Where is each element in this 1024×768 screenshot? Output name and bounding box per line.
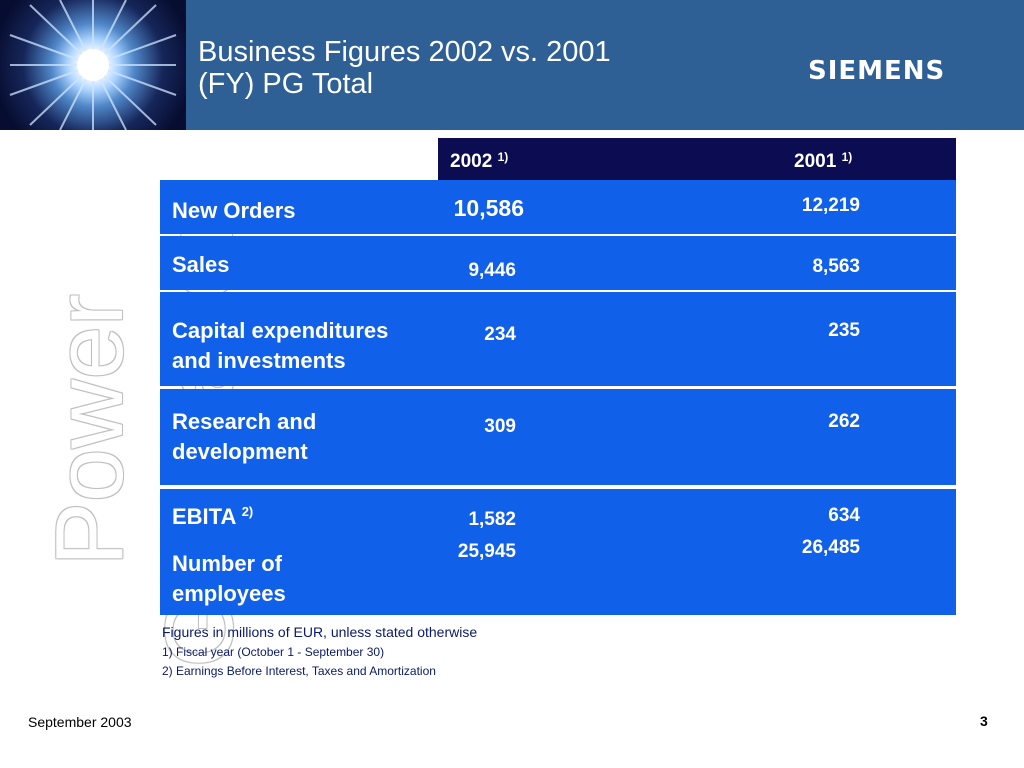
footnotes: Figures in millions of EUR, unless state…	[162, 624, 477, 678]
value-2002: 10,586	[453, 195, 524, 221]
row-label-line-1: Capital expenditures	[172, 318, 389, 343]
ebita-value-2002: 1,582	[468, 509, 516, 530]
slide-title: Business Figures 2002 vs. 2001 (FY) PG T…	[198, 36, 718, 100]
row-label: Capital expenditures and investments	[172, 316, 388, 376]
row-label: Research and development	[172, 407, 316, 467]
table-row-capex: Capital expenditures and investments 234…	[160, 292, 956, 386]
page-number: 3	[980, 713, 988, 729]
value-2002: 234	[484, 324, 516, 345]
row-label-line-2: development	[172, 439, 308, 464]
row-label-line-1: Number of	[172, 551, 282, 576]
row-label-line-2: and investments	[172, 348, 346, 373]
siemens-logo: SIEMENS	[808, 56, 946, 86]
starburst-rays-icon	[9, 0, 177, 130]
column-header-2001-label: 2001	[794, 151, 837, 172]
row-label-employees: Number of employees	[172, 549, 286, 609]
value-2001: 235	[828, 320, 860, 341]
column-header-bar	[438, 138, 956, 180]
value-2001: 262	[828, 411, 860, 432]
slide-header: Business Figures 2002 vs. 2001 (FY) PG T…	[0, 0, 1024, 130]
footnote-1: 1) Fiscal year (October 1 - September 30…	[162, 645, 385, 659]
footnote-2: 2) Earnings Before Interest, Taxes and A…	[162, 664, 436, 678]
table-row-new-orders: New Orders 10,586 12,219	[160, 180, 956, 234]
value-2001: 12,219	[801, 195, 860, 216]
title-line-1: Business Figures 2002 vs. 2001	[198, 36, 611, 68]
starburst-image	[0, 0, 186, 130]
table-row-sales: Sales 9,446 8,563	[160, 236, 956, 290]
value-2001: 8,563	[812, 256, 860, 277]
row-label: Sales	[172, 252, 230, 277]
value-2002: 309	[484, 416, 516, 437]
employees-value-2002: 25,945	[457, 541, 516, 562]
title-line-2: (FY) PG Total	[198, 68, 374, 100]
row-label-line-1: Research and	[172, 409, 317, 434]
table-row-rnd: Research and development 309 262	[160, 389, 956, 485]
footer-date: September 2003	[28, 714, 132, 730]
ebita-value-2001: 634	[828, 505, 860, 526]
column-header-2002: 2002 1)	[450, 150, 508, 173]
units-note: Figures in millions of EUR, unless state…	[162, 624, 478, 640]
employees-value-2001: 26,485	[801, 537, 860, 558]
column-header-2002-footnote: 1)	[497, 150, 509, 164]
column-header-2001: 2001 1)	[794, 150, 852, 173]
side-title: Power Generation	[36, 193, 253, 668]
row-label: New Orders	[172, 198, 296, 223]
row-label-ebita: EBITA 2)	[172, 497, 253, 532]
ebita-footnote: 2)	[241, 504, 254, 519]
column-header-2002-label: 2002	[450, 151, 493, 172]
table-row-ebita-employees: EBITA 2) 1,582 634 Number of employees 2…	[160, 489, 956, 615]
row-label-line-2: employees	[172, 581, 286, 606]
value-2002: 9,446	[468, 260, 516, 281]
column-header-2001-footnote: 1)	[841, 150, 853, 164]
ebita-label: EBITA	[172, 504, 236, 529]
